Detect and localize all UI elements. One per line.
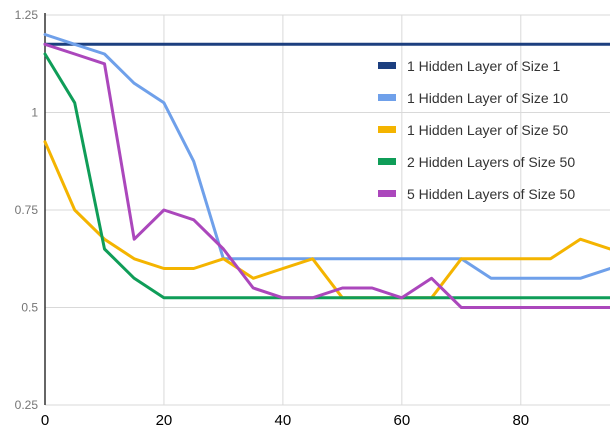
x-tick-label: 40	[275, 412, 292, 429]
y-tick-label: 1	[31, 106, 38, 120]
legend-swatch	[378, 126, 396, 133]
legend-swatch	[378, 62, 396, 69]
x-tick-label: 20	[156, 412, 173, 429]
series-layer	[45, 35, 610, 308]
legend-swatch	[378, 158, 396, 165]
y-tick-label: 0.75	[15, 203, 39, 217]
y-tick-label: 1.25	[15, 8, 39, 22]
x-tick-label: 80	[512, 412, 529, 429]
legend-label: 1 Hidden Layer of Size 1	[407, 58, 561, 74]
legend-swatch	[378, 190, 396, 197]
x-tick-label: 60	[393, 412, 410, 429]
series-line-5	[45, 44, 610, 307]
legend-swatch	[378, 94, 396, 101]
legend-label: 5 Hidden Layers of Size 50	[407, 186, 575, 202]
legend-label: 1 Hidden Layer of Size 10	[407, 90, 568, 106]
legend-label: 2 Hidden Layers of Size 50	[407, 154, 575, 170]
legend-label: 1 Hidden Layer of Size 50	[407, 122, 568, 138]
legend: 1 Hidden Layer of Size 1 1 Hidden Layer o…	[378, 58, 575, 202]
x-tick-label: 0	[41, 412, 49, 429]
y-tick-label: 0.25	[15, 398, 39, 412]
y-tick-label: 0.5	[21, 301, 38, 315]
